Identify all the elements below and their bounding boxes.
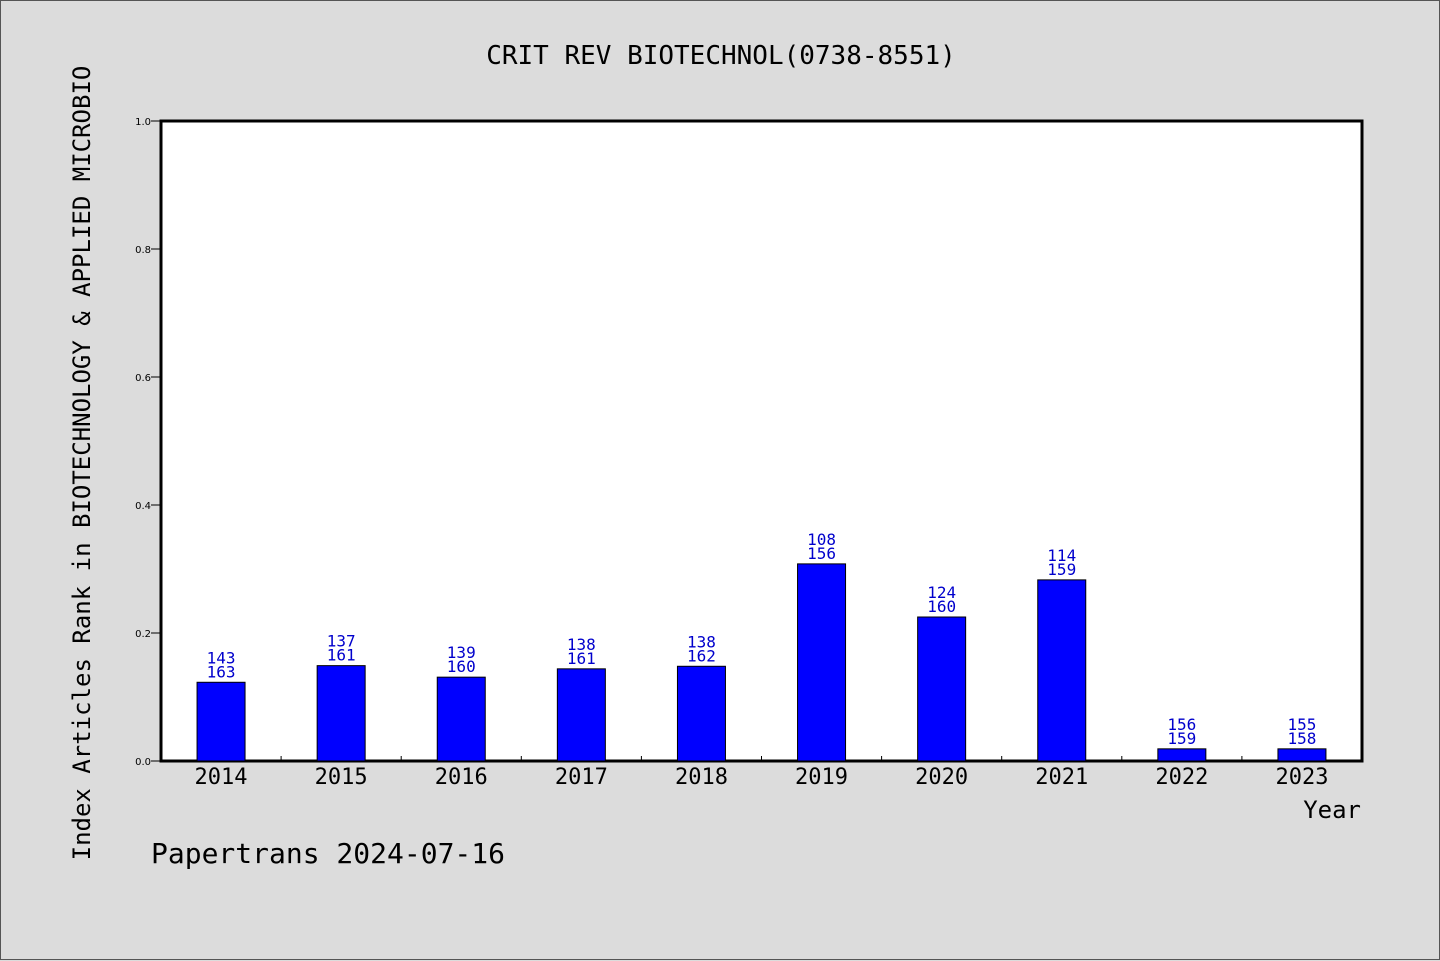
bar-label-rank: 137 [327,632,356,651]
bar-label-total: 159 [1167,729,1196,748]
bar-label-rank: 138 [567,635,596,654]
bar-label-rank: 114 [1047,546,1076,565]
x-tick-label: 2020 [915,765,968,790]
bar-label-total: 158 [1287,729,1316,748]
bar-label-total: 162 [687,646,716,665]
bar-label-rank: 155 [1287,715,1316,734]
bar-2018 [676,665,726,762]
bar-2020 [917,616,967,762]
x-tick-label: 2021 [1035,765,1088,790]
bar-2017 [556,668,606,762]
y-tick-label: 0.6 [135,373,151,384]
bar-2016 [436,676,486,762]
plot-area [159,119,1364,763]
bar-2021 [1037,579,1087,762]
bar-label-rank: 108 [807,530,836,549]
bar-label-total: 161 [327,646,356,665]
y-tick-label: 1.0 [135,117,151,128]
bar-label-rank: 156 [1167,715,1196,734]
x-axis: 2014 2015 2016 2017 2018 2019 2020 2021 2022 2023 [195,756,1328,790]
bar-label-total: 160 [447,657,476,676]
bar-series [196,563,1327,762]
bar-label-total: 161 [567,649,596,668]
x-tick-label: 2023 [1275,765,1328,790]
y-axis: 0.0 0.2 0.4 0.6 0.8 1.0 [135,117,161,768]
bar-label-rank: 138 [687,632,716,651]
footer-watermark: Papertrans 2024-07-16 [151,837,505,870]
chart-title: CRIT REV BIOTECHNOL(0738-8551) [486,41,956,71]
bar-2019 [797,563,847,762]
x-axis-title: Year [1303,796,1361,824]
bar-label-total: 163 [207,662,236,681]
x-tick-label: 2019 [795,765,848,790]
bar-label-total: 159 [1047,560,1076,579]
y-axis-title: Index Articles Rank in BIOTECHNOLOGY & A… [68,66,96,861]
x-tick-label: 2014 [195,765,248,790]
bar-2022 [1157,748,1207,762]
bar-2023 [1277,748,1327,762]
y-tick-label: 0.2 [135,629,151,640]
x-tick-label: 2018 [675,765,728,790]
bar-label-total: 160 [927,597,956,616]
x-tick-label: 2022 [1155,765,1208,790]
y-tick-label: 0.4 [135,501,151,512]
x-tick-label: 2015 [315,765,368,790]
y-tick-label: 0.8 [135,245,151,256]
bar-label-rank: 139 [447,643,476,662]
x-tick-label: 2017 [555,765,608,790]
bar-2014 [196,681,246,762]
x-tick-label: 2016 [435,765,488,790]
bar-label-total: 156 [807,544,836,563]
bar-label-rank: 143 [207,648,236,667]
bar-label-rank: 124 [927,583,956,602]
y-tick-label: 0.0 [135,757,151,768]
bar-2015 [316,665,366,762]
